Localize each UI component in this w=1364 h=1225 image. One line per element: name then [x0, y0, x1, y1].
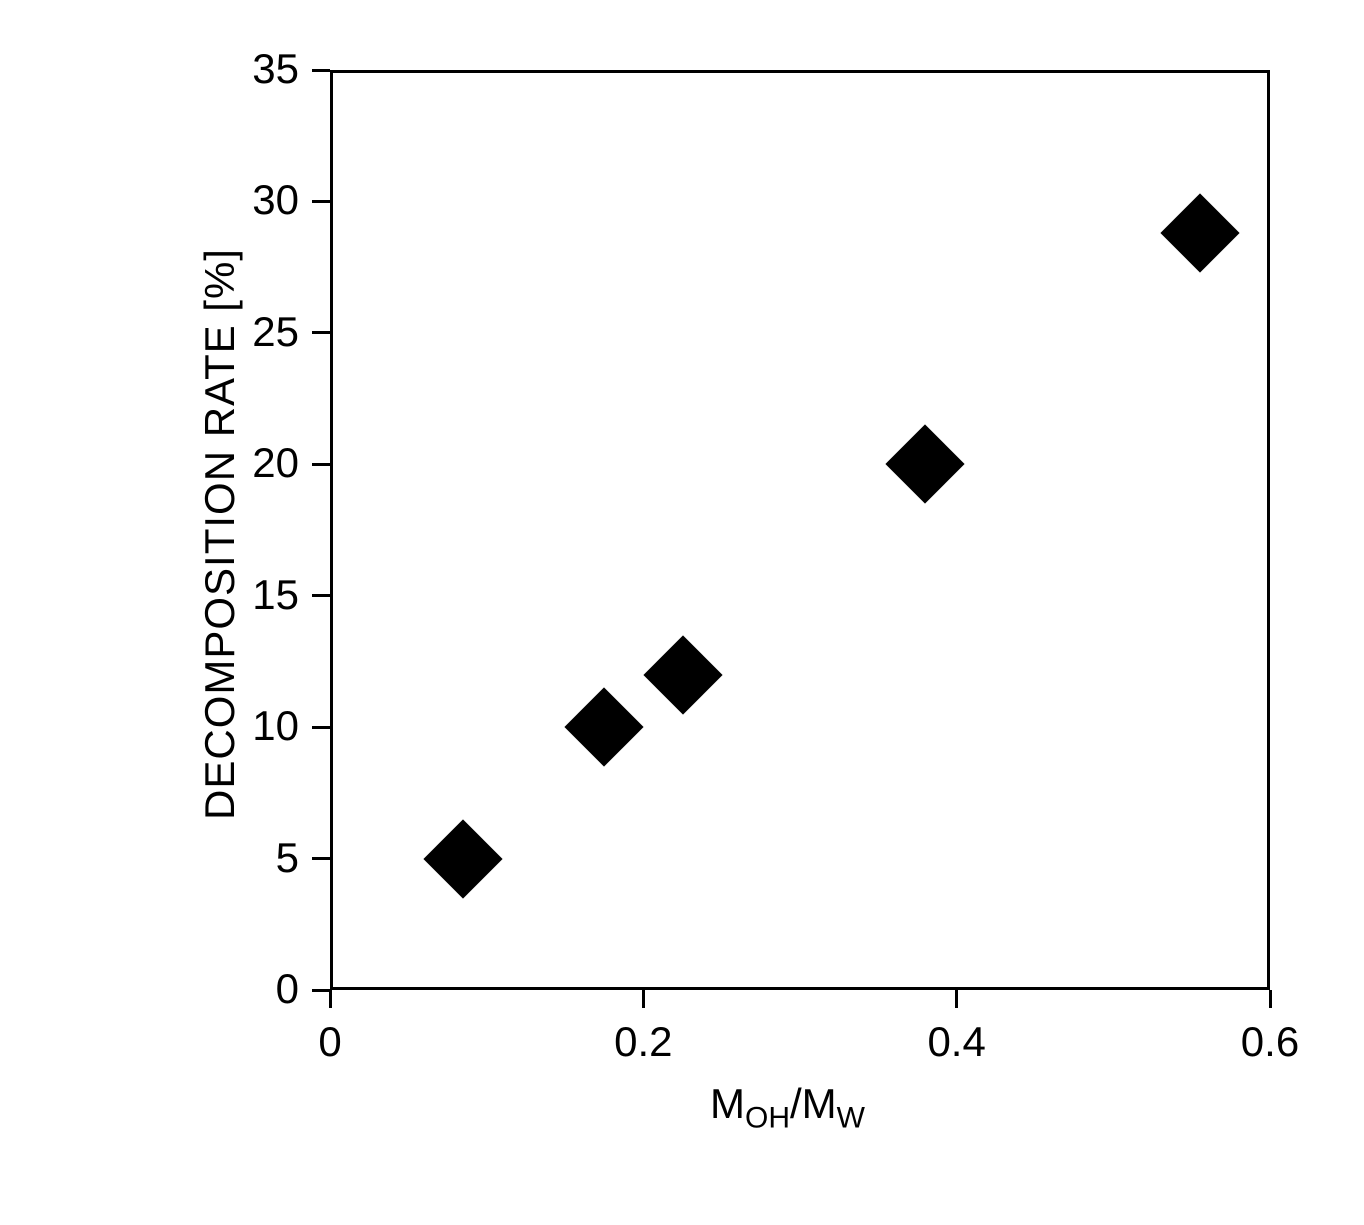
x-tick-mark [955, 990, 958, 1008]
y-tick-mark [312, 594, 330, 597]
xlabel-part2: /M [790, 1080, 837, 1127]
xlabel-sub1: OH [745, 1101, 790, 1134]
x-tick-label: 0 [280, 1018, 380, 1066]
y-tick-label: 20 [234, 439, 299, 487]
x-tick-mark [642, 990, 645, 1008]
x-tick-mark [329, 990, 332, 1008]
y-tick-mark [312, 200, 330, 203]
y-tick-label: 15 [234, 571, 299, 619]
y-tick-mark [312, 726, 330, 729]
y-tick-mark [312, 331, 330, 334]
xlabel-part1: M [710, 1080, 745, 1127]
y-tick-label: 35 [234, 45, 299, 93]
x-tick-label: 0.4 [907, 1018, 1007, 1066]
x-axis-label: MOH/MW [710, 1080, 865, 1135]
y-tick-label: 5 [234, 834, 299, 882]
y-tick-mark [312, 989, 330, 992]
y-tick-label: 10 [234, 702, 299, 750]
y-tick-mark [312, 69, 330, 72]
x-tick-mark [1269, 990, 1272, 1008]
y-tick-label: 0 [234, 965, 299, 1013]
y-tick-mark [312, 463, 330, 466]
xlabel-sub2: W [837, 1101, 865, 1134]
y-tick-label: 30 [234, 176, 299, 224]
chart-container: DECOMPOSITION RATE [%] MOH/MW 0510152025… [120, 40, 1300, 1140]
y-tick-mark [312, 857, 330, 860]
x-tick-label: 0.2 [593, 1018, 693, 1066]
x-tick-label: 0.6 [1220, 1018, 1320, 1066]
y-tick-label: 25 [234, 308, 299, 356]
